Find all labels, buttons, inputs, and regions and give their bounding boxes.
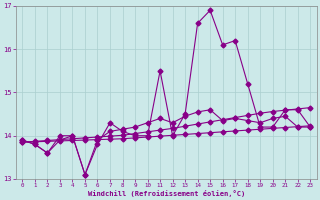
X-axis label: Windchill (Refroidissement éolien,°C): Windchill (Refroidissement éolien,°C) bbox=[88, 190, 245, 197]
